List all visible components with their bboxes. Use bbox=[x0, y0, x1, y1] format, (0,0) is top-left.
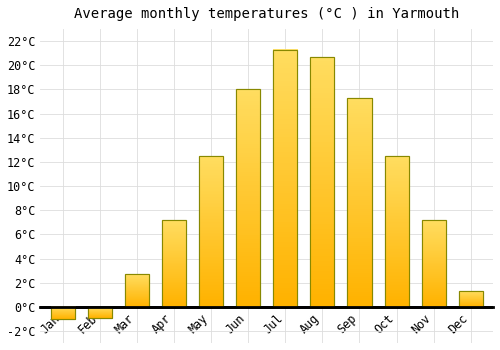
Bar bbox=[50, 307, 74, 319]
Bar bbox=[458, 291, 483, 307]
Bar bbox=[310, 57, 334, 307]
Bar bbox=[273, 50, 297, 307]
Bar bbox=[50, 307, 74, 319]
Bar bbox=[348, 98, 372, 307]
Bar bbox=[124, 274, 149, 307]
Bar bbox=[422, 220, 446, 307]
Bar bbox=[199, 156, 223, 307]
Bar bbox=[384, 156, 408, 307]
Bar bbox=[384, 156, 408, 307]
Bar bbox=[422, 220, 446, 307]
Bar bbox=[88, 307, 112, 318]
Bar bbox=[199, 156, 223, 307]
Bar bbox=[88, 307, 112, 318]
Title: Average monthly temperatures (°C ) in Yarmouth: Average monthly temperatures (°C ) in Ya… bbox=[74, 7, 460, 21]
Bar bbox=[236, 90, 260, 307]
Bar bbox=[348, 98, 372, 307]
Bar bbox=[458, 291, 483, 307]
Bar bbox=[310, 57, 334, 307]
Bar bbox=[162, 220, 186, 307]
Bar bbox=[236, 90, 260, 307]
Bar bbox=[124, 274, 149, 307]
Bar bbox=[273, 50, 297, 307]
Bar bbox=[162, 220, 186, 307]
